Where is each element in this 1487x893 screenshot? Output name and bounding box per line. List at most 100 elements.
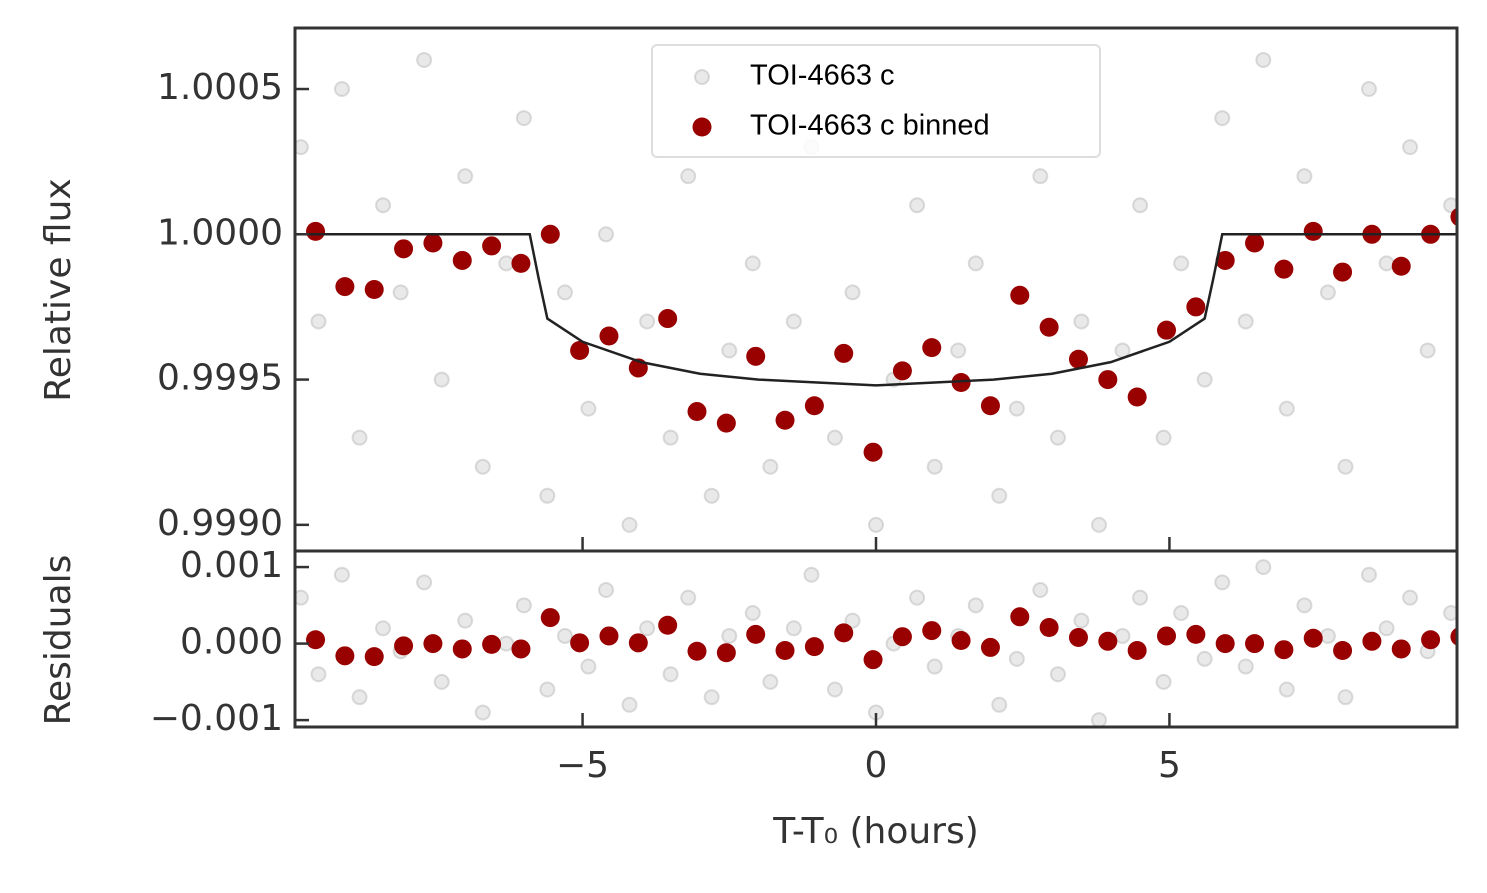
model-line [295,233,1457,387]
binned-point [306,630,326,650]
raw-point [826,429,843,446]
raw-point [1319,627,1336,644]
binned-point [892,361,912,381]
raw-point [1296,597,1313,614]
binned-point [1010,607,1030,627]
raw-point [1155,429,1172,446]
panel [295,559,1457,727]
raw-point [1114,627,1131,644]
raw-point [950,342,967,359]
raw-point [1049,429,1066,446]
binned-point [834,343,854,363]
binned-point [746,346,766,366]
binned-point [892,627,912,647]
binned-point [775,640,795,660]
raw-point [295,139,309,156]
binned-point [716,413,736,433]
raw-point [580,400,597,417]
binned-point [746,624,766,644]
binned-point [1098,631,1118,651]
binned-point [1303,628,1323,648]
raw-point [580,658,597,675]
binned-point [511,639,531,659]
raw-point [295,589,309,606]
raw-point [392,284,409,301]
panel [295,51,1457,533]
raw-point [680,589,697,606]
raw-point [498,255,515,272]
raw-point [909,197,926,214]
binned-point [511,253,531,273]
binned-point [364,647,384,667]
binned-point [1450,627,1457,646]
raw-point [744,604,761,621]
binned-point [423,634,443,654]
binned-point [687,402,707,422]
binned-point [570,633,590,653]
plot-frame [293,549,1459,729]
binned-point [1010,285,1030,305]
binned-point [1362,631,1382,651]
raw-point [1402,139,1419,156]
raw-point [416,51,433,68]
y-tick-label: 0.000 [180,622,283,663]
binned-point [658,615,678,635]
raw-point [1049,666,1066,683]
raw-point [1214,574,1231,591]
raw-point [1073,313,1090,330]
raw-point [598,226,615,243]
raw-point [926,458,943,475]
binned-point [775,410,795,430]
binned-point [599,326,619,346]
binned-point [540,224,560,244]
raw-point [1008,400,1025,417]
raw-point [1091,516,1108,533]
binned-point [1450,207,1457,226]
binned-point [980,637,1000,657]
y-tick-label: 1.0005 [157,67,283,108]
binned-point [452,639,472,659]
binned-point [1186,624,1206,644]
raw-point [621,696,638,713]
raw-point [539,681,556,698]
raw-point [1237,658,1254,675]
raw-point [1337,458,1354,475]
raw-point [639,620,656,637]
raw-point [844,612,861,629]
binned-point [306,221,326,241]
y-tick-label: −0.001 [150,698,283,739]
raw-point [474,704,491,721]
raw-point [1173,255,1190,272]
raw-point [310,313,327,330]
raw-point [868,516,884,533]
binned-point [423,233,443,253]
binned-point [570,341,590,361]
raw-point [1378,255,1395,272]
raw-point [1132,197,1149,214]
binned-point [863,442,883,462]
raw-point [433,673,450,690]
raw-point [333,81,350,98]
raw-point [416,574,433,591]
binned-point [394,636,414,656]
raw-point [1132,589,1149,606]
binned-point [951,631,971,651]
binned-point [335,277,355,297]
legend-marker [694,69,710,85]
raw-point [1214,110,1231,127]
y-tick-label: 0.001 [180,545,283,586]
raw-point [762,458,779,475]
raw-point [433,371,450,388]
y-tick-label: 1.0000 [157,212,283,253]
binned-point [658,309,678,329]
binned-point [1215,634,1235,654]
binned-point [1157,320,1176,340]
x-axis-label: T-T₀ (hours) [772,811,979,852]
binned-point [1098,370,1118,390]
raw-point [1337,689,1354,706]
raw-point [662,429,679,446]
binned-point [863,650,883,670]
binned-point [1391,639,1411,659]
raw-point [498,635,515,652]
y-tick-label: 0.9990 [157,503,283,544]
